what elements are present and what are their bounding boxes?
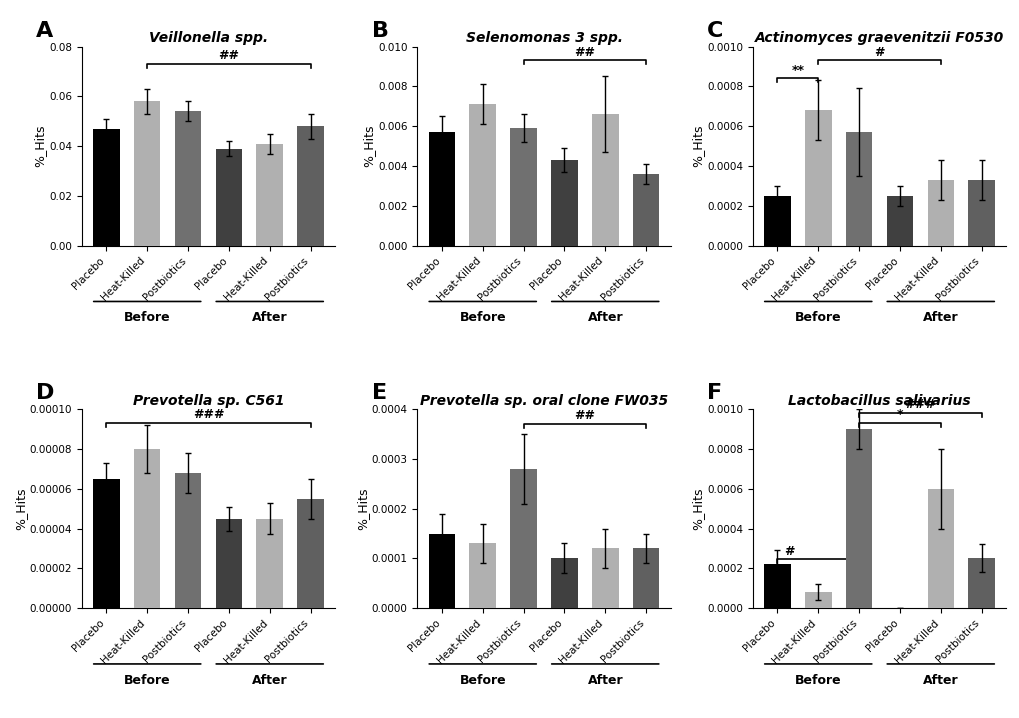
Text: **: ** [791,64,804,77]
Text: E: E [372,383,386,403]
Bar [215,149,242,246]
Bar [297,498,323,608]
Text: #: # [873,46,883,59]
Bar [510,469,536,608]
Bar [967,180,994,246]
Bar [886,196,912,246]
Text: #: # [784,545,794,558]
Bar [215,518,242,608]
Text: After: After [587,674,623,687]
Bar [510,129,536,246]
Text: ###: ### [193,409,224,421]
Text: Before: Before [794,674,841,687]
Bar [174,472,201,608]
Text: ##: ## [574,46,595,59]
Bar [256,518,282,608]
Bar [297,126,323,246]
Bar [133,101,160,246]
Text: Before: Before [459,674,505,687]
Title: Prevotella sp. oral clone FW035: Prevotella sp. oral clone FW035 [420,394,667,408]
Title: Actinomyces graevenitzii F0530: Actinomyces graevenitzii F0530 [754,32,1003,45]
Y-axis label: %_Hits: %_Hits [356,488,369,530]
Bar [591,549,618,608]
Bar [550,160,577,246]
Title: Selenomonas 3 spp.: Selenomonas 3 spp. [465,32,622,45]
Text: ##: ## [218,50,239,62]
Bar [804,111,830,246]
Y-axis label: %_Hits: %_Hits [14,488,26,530]
Bar [93,479,119,608]
Bar [133,449,160,608]
Text: *: * [896,409,902,421]
Text: C: C [706,21,723,41]
Text: A: A [37,21,54,41]
Text: After: After [252,674,287,687]
Text: After: After [922,312,958,325]
Bar [845,132,871,246]
Text: D: D [37,383,55,403]
Bar [469,544,495,608]
Bar [256,144,282,246]
Text: After: After [587,312,623,325]
Text: Before: Before [123,312,170,325]
Bar [632,549,658,608]
Bar [550,559,577,608]
Bar [763,196,790,246]
Text: After: After [922,674,958,687]
Bar [967,559,994,608]
Text: B: B [372,21,388,41]
Y-axis label: %_Hits: %_Hits [34,125,46,167]
Y-axis label: %_Hits: %_Hits [691,125,704,167]
Title: Lactobacillus salivarius: Lactobacillus salivarius [788,394,970,408]
Bar [804,592,830,608]
Bar [428,132,454,246]
Bar [428,533,454,608]
Bar [93,129,119,246]
Bar [174,111,201,246]
Bar [763,564,790,608]
Text: ###: ### [904,398,935,411]
Text: Before: Before [459,312,505,325]
Text: After: After [252,312,287,325]
Bar [632,174,658,246]
Bar [926,489,953,608]
Text: Before: Before [794,312,841,325]
Title: Prevotella sp. C561: Prevotella sp. C561 [132,394,284,408]
Text: Before: Before [123,674,170,687]
Bar [926,180,953,246]
Title: Veillonella spp.: Veillonella spp. [149,32,268,45]
Text: F: F [706,383,721,403]
Bar [469,104,495,246]
Y-axis label: %_Hits: %_Hits [362,125,375,167]
Y-axis label: %_Hits: %_Hits [691,488,704,530]
Bar [591,114,618,246]
Text: ##: ## [574,409,595,422]
Bar [845,429,871,608]
